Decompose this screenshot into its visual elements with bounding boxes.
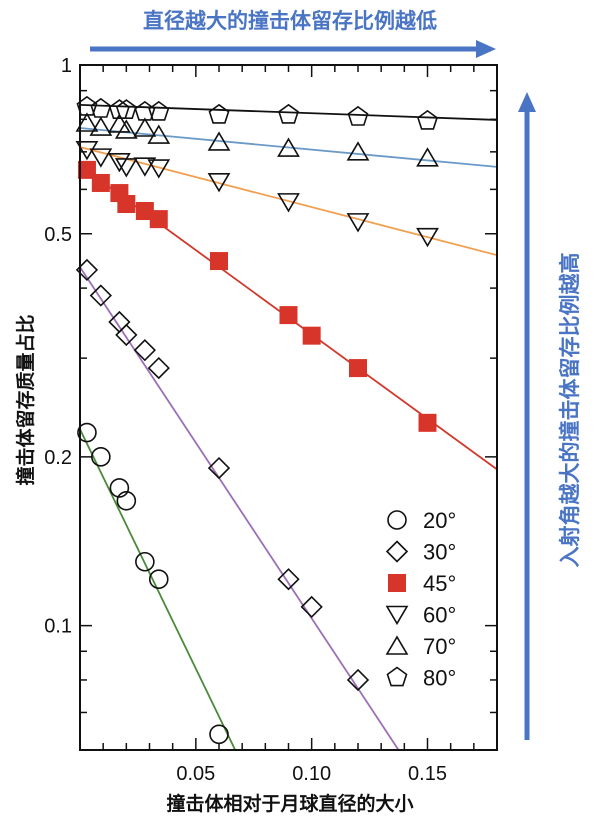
data-point-30deg xyxy=(147,356,170,380)
data-point-45deg xyxy=(91,173,110,192)
y-axis-title: 撞击体留存质量占比 xyxy=(14,314,37,485)
data-point-70deg xyxy=(147,124,171,144)
legend-label: 30° xyxy=(423,540,456,565)
data-point-45deg xyxy=(149,210,168,229)
legend-label: 80° xyxy=(423,666,456,691)
data-point-60deg xyxy=(107,152,131,173)
data-point-20deg xyxy=(209,724,229,745)
right-annotation: 入射角越大的撞击体留存比例越高 xyxy=(558,253,582,568)
data-point-70deg xyxy=(89,116,113,136)
data-point-45deg xyxy=(135,202,154,221)
legend-marker-80deg xyxy=(386,666,408,687)
data-point-70deg xyxy=(114,119,138,139)
y-tick-label: 0.1 xyxy=(44,616,72,638)
data-point-20deg xyxy=(148,569,169,590)
top-annotation: 直径越大的撞击体留存比例越低 xyxy=(143,9,437,33)
data-point-30deg xyxy=(207,456,231,480)
x-tick-label: 0.10 xyxy=(292,763,331,785)
data-point-45deg xyxy=(279,306,298,325)
fit-line-70deg xyxy=(80,127,497,168)
legend-marker-60deg xyxy=(385,605,409,626)
data-point-70deg xyxy=(133,117,157,137)
fit-line-30deg xyxy=(80,266,400,750)
data-point-70deg xyxy=(416,147,439,167)
legend-label: 20° xyxy=(423,508,456,533)
right-arrow xyxy=(518,92,536,740)
data-point-30deg xyxy=(346,668,370,692)
data-point-60deg xyxy=(147,159,171,179)
data-point-30deg xyxy=(300,595,323,619)
data-point-70deg xyxy=(75,112,99,132)
data-point-30deg xyxy=(115,323,138,347)
data-point-20deg xyxy=(109,478,130,498)
x-tick-label: 0.15 xyxy=(408,763,447,785)
data-point-20deg xyxy=(116,490,137,511)
data-point-80deg xyxy=(208,103,230,124)
data-point-30deg xyxy=(89,284,112,307)
legend-marker-45deg xyxy=(388,574,406,592)
legend-marker-30deg xyxy=(385,540,409,563)
legend-label: 45° xyxy=(423,571,456,596)
legend: 20° 30° 45° 60° 70° 80° xyxy=(385,508,456,691)
data-point-70deg xyxy=(346,141,370,161)
data-point-60deg xyxy=(207,172,231,193)
data-point-60deg xyxy=(277,193,300,213)
y-tick-label: 1 xyxy=(61,55,72,77)
legend-label: 70° xyxy=(423,634,456,659)
data-point-80deg xyxy=(148,100,170,121)
data-point-20deg xyxy=(135,551,155,572)
data-point-30deg xyxy=(133,339,156,362)
data-point-45deg xyxy=(117,195,136,214)
data-point-45deg xyxy=(210,252,228,271)
legend-marker-70deg xyxy=(385,635,409,655)
fit-line-80deg xyxy=(80,103,497,121)
data-point-80deg xyxy=(417,109,438,130)
x-axis-title: 撞击体相对于月球直径的大小 xyxy=(166,792,413,815)
data-point-30deg xyxy=(277,568,300,591)
data-point-60deg xyxy=(346,213,370,233)
data-point-80deg xyxy=(108,99,130,119)
data-point-80deg xyxy=(115,99,137,119)
data-point-80deg xyxy=(134,100,156,121)
data-point-70deg xyxy=(277,137,300,157)
data-point-80deg xyxy=(90,97,112,118)
x-tick-label: 0.05 xyxy=(176,763,215,785)
data-point-80deg xyxy=(347,105,369,126)
data-point-45deg xyxy=(349,359,367,378)
y-tick-label: 0.2 xyxy=(44,447,72,469)
top-arrow xyxy=(90,40,496,58)
y-tick-label: 0.5 xyxy=(44,224,72,246)
data-point-70deg xyxy=(207,131,231,151)
data-point-45deg xyxy=(77,160,96,179)
data-point-60deg xyxy=(114,158,138,178)
data-point-20deg xyxy=(91,447,111,467)
legend-label: 60° xyxy=(423,603,456,628)
data-point-45deg xyxy=(302,326,321,345)
data-point-45deg xyxy=(418,413,437,432)
legend-marker-20deg xyxy=(387,510,407,530)
fit-line-20deg xyxy=(80,428,237,750)
data-point-60deg xyxy=(133,157,157,177)
fit-line-60deg xyxy=(80,146,497,256)
data-point-20deg xyxy=(77,422,97,443)
data-point-80deg xyxy=(278,103,299,124)
data-point-60deg xyxy=(416,227,439,248)
data-point-60deg xyxy=(89,148,113,168)
plot-frame xyxy=(79,64,498,751)
